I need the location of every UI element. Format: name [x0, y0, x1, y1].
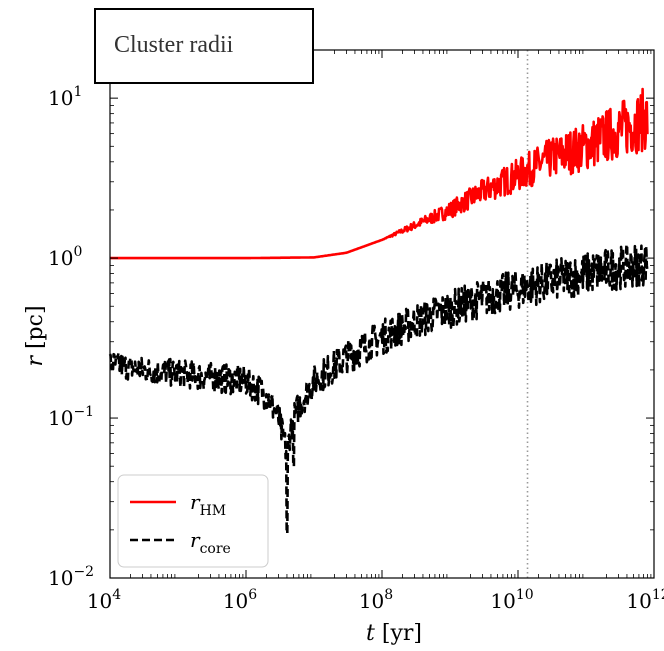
legend-label-rHM: rHM	[190, 490, 226, 519]
x-tick-label: 1012	[626, 587, 664, 613]
axis-labels: t [yr] r [pc]	[23, 305, 422, 646]
x-tick-label: 1010	[490, 587, 533, 613]
series-line-rHM	[109, 87, 649, 260]
chart-title: Cluster radii	[114, 32, 234, 58]
title-box: Cluster radii	[94, 8, 314, 84]
y-tick-label: 10−1	[48, 404, 94, 430]
y-tick-label: 100	[48, 244, 82, 270]
x-axis-label: t [yr]	[366, 621, 422, 646]
series-layer	[108, 87, 649, 535]
y-tick-label: 101	[48, 84, 82, 110]
y-tick-label: 10−2	[48, 564, 94, 590]
y-axis-label: r [pc]	[23, 305, 48, 366]
legend-label-rcore: rcore	[190, 528, 231, 557]
series-line-rcore	[108, 243, 649, 535]
x-tick-label: 104	[87, 587, 121, 613]
tick-layer: 104 106 108 1010 1012 10−2 10−1 100 101	[48, 49, 664, 613]
legend-box	[117, 474, 269, 568]
x-tick-label: 106	[223, 587, 257, 613]
legend: rHM rcore	[117, 474, 269, 568]
x-tick-label: 108	[359, 587, 393, 613]
